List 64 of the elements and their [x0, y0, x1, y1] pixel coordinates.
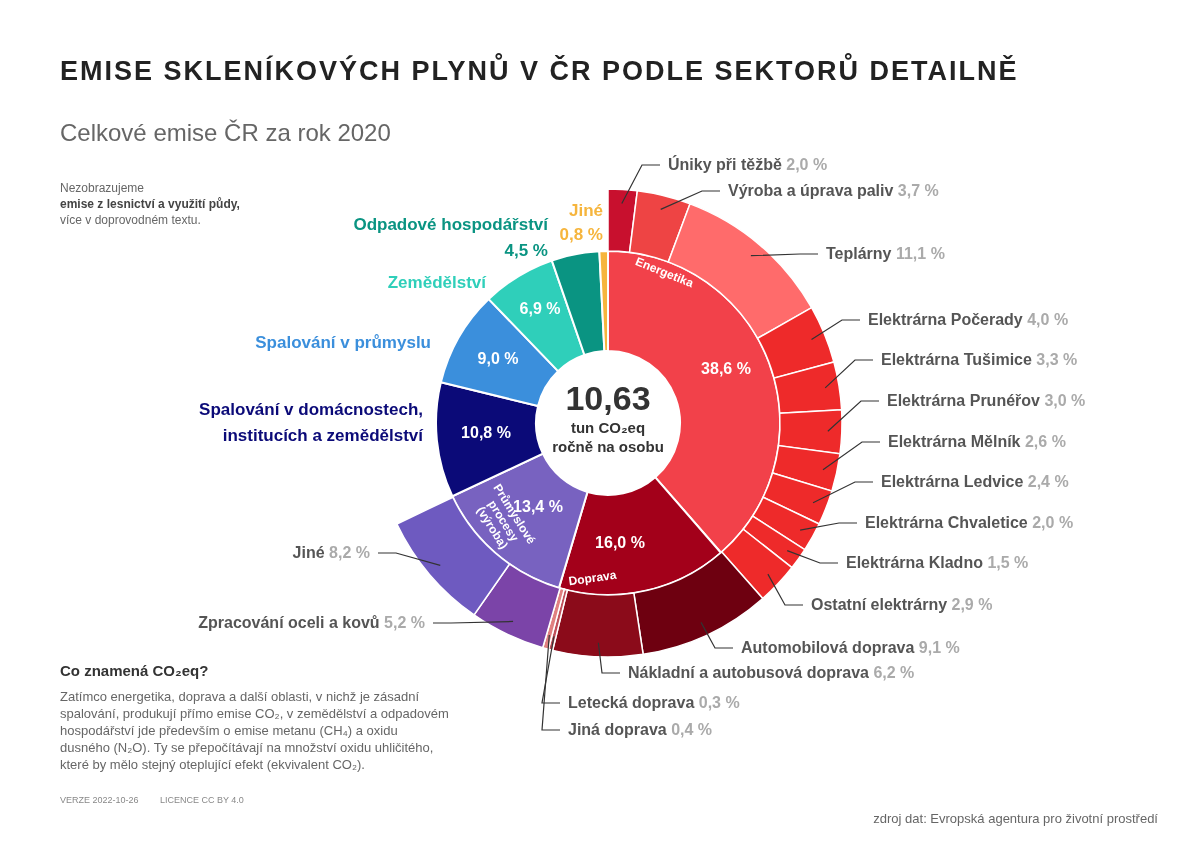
slice-label: Jiné — [292, 544, 330, 561]
slice-label: Elektrárna Tušimice — [881, 351, 1037, 368]
slice-label: Elektrárna Kladno — [846, 554, 988, 571]
data-label: 1,5 % — [987, 554, 1029, 571]
data-label: 9,1 % — [918, 639, 960, 656]
slice-label: Letecká doprava — [568, 694, 699, 711]
data-label: 16,0 % — [595, 534, 645, 551]
slice-label: Zpracování oceli a kovů — [198, 614, 385, 631]
slice-label: Elektrárna Chvaletice — [865, 514, 1033, 531]
data-label: 6,2 % — [873, 664, 915, 681]
slice-label: Nákladní a autobusová doprava — [628, 664, 874, 681]
text: LICENCE CC BY 4.0 — [160, 795, 244, 805]
slice-label: Elektrárna Ledvice — [881, 473, 1028, 490]
text: ročně na osobu — [552, 438, 664, 455]
slice-label: Úniky při těžbě — [668, 155, 787, 173]
data-label: 0,8 % — [559, 225, 603, 244]
slice-label: Ostatní elektrárny — [811, 596, 952, 613]
text: spalování, produkují přímo emise CO₂, v zemědělství a odpadovém — [60, 706, 449, 721]
slice-label: Spalování v průmyslu — [255, 333, 431, 352]
slice-label: Spalování v domácnostech, institucích a zemědělství — [199, 400, 425, 445]
slice-label: Automobilová doprava — [741, 639, 919, 656]
text: dusného (N₂O). Ty se přepočítávají na množství oxidu uhličitého, — [60, 740, 434, 755]
data-label: 2,0 % — [786, 156, 828, 173]
text: emise z lesnictví a využití půdy, — [60, 197, 240, 211]
text: hospodářství jde především o emise metanu (CH₄) a oxidu — [60, 723, 398, 738]
data-label: 2,6 % — [1024, 433, 1066, 450]
data-label: 2,0 % — [1032, 514, 1074, 531]
text: které by mělo stejný oteplující efekt (ekvivalent CO₂). — [60, 757, 365, 772]
text: více v doprovodném textu. — [60, 213, 201, 227]
data-label: 4,0 % — [1027, 311, 1069, 328]
data-label: 3,0 % — [1044, 392, 1086, 409]
slice-label: Elektrárna Prunéřov — [887, 392, 1045, 409]
slice-label: Jiné — [568, 201, 603, 220]
data-label: 11,1 % — [895, 245, 945, 262]
text: 10,63 — [565, 379, 651, 417]
slice-label: Zemědělství — [387, 273, 488, 292]
text: Co znamená CO₂eq? — [60, 662, 209, 679]
data-label: 9,0 % — [477, 350, 519, 367]
text: Zatímco energetika, doprava a další oblasti, v nichž je zásadní — [60, 689, 420, 704]
data-label: 2,4 % — [1027, 473, 1069, 490]
data-label: 0,4 % — [671, 721, 713, 738]
text: Nezobrazujeme — [60, 181, 145, 195]
slice-label: Elektrárna Počerady — [868, 311, 1028, 328]
text: VERZE 2022-10-26 — [60, 795, 139, 805]
chart-title: EMISE SKLENÍKOVÝCH PLYNŮ V ČR PODLE SEKTORŮ DETAILNĚ — [60, 53, 1019, 86]
slice-label: Teplárny — [826, 245, 896, 262]
data-label: 38,6 % — [701, 360, 751, 377]
data-label: 0,3 % — [698, 694, 740, 711]
data-label: 3,3 % — [1036, 351, 1078, 368]
slice-label: Jiná doprava — [568, 721, 672, 738]
slice-label: Elektrárna Mělník — [888, 433, 1025, 450]
data-label: 3,7 % — [897, 182, 939, 199]
data-label: 5,2 % — [384, 614, 425, 631]
text: tun CO₂eq — [570, 419, 646, 436]
slice-label: Doprava — [567, 567, 618, 589]
data-label: 2,9 % — [951, 596, 993, 613]
text: zdroj dat: Evropská agentura pro životní prostředí — [873, 811, 1159, 826]
slice-label: Odpadové hospodářství — [353, 215, 550, 234]
data-label: 10,8 % — [461, 424, 511, 441]
data-label: 8,2 % — [329, 544, 370, 561]
chart-subtitle: Celkové emise ČR za rok 2020 — [60, 119, 391, 146]
slice-label: Výroba a úprava paliv — [728, 182, 898, 199]
data-label: 6,9 % — [519, 300, 561, 317]
data-label: 4,5 % — [504, 241, 548, 260]
